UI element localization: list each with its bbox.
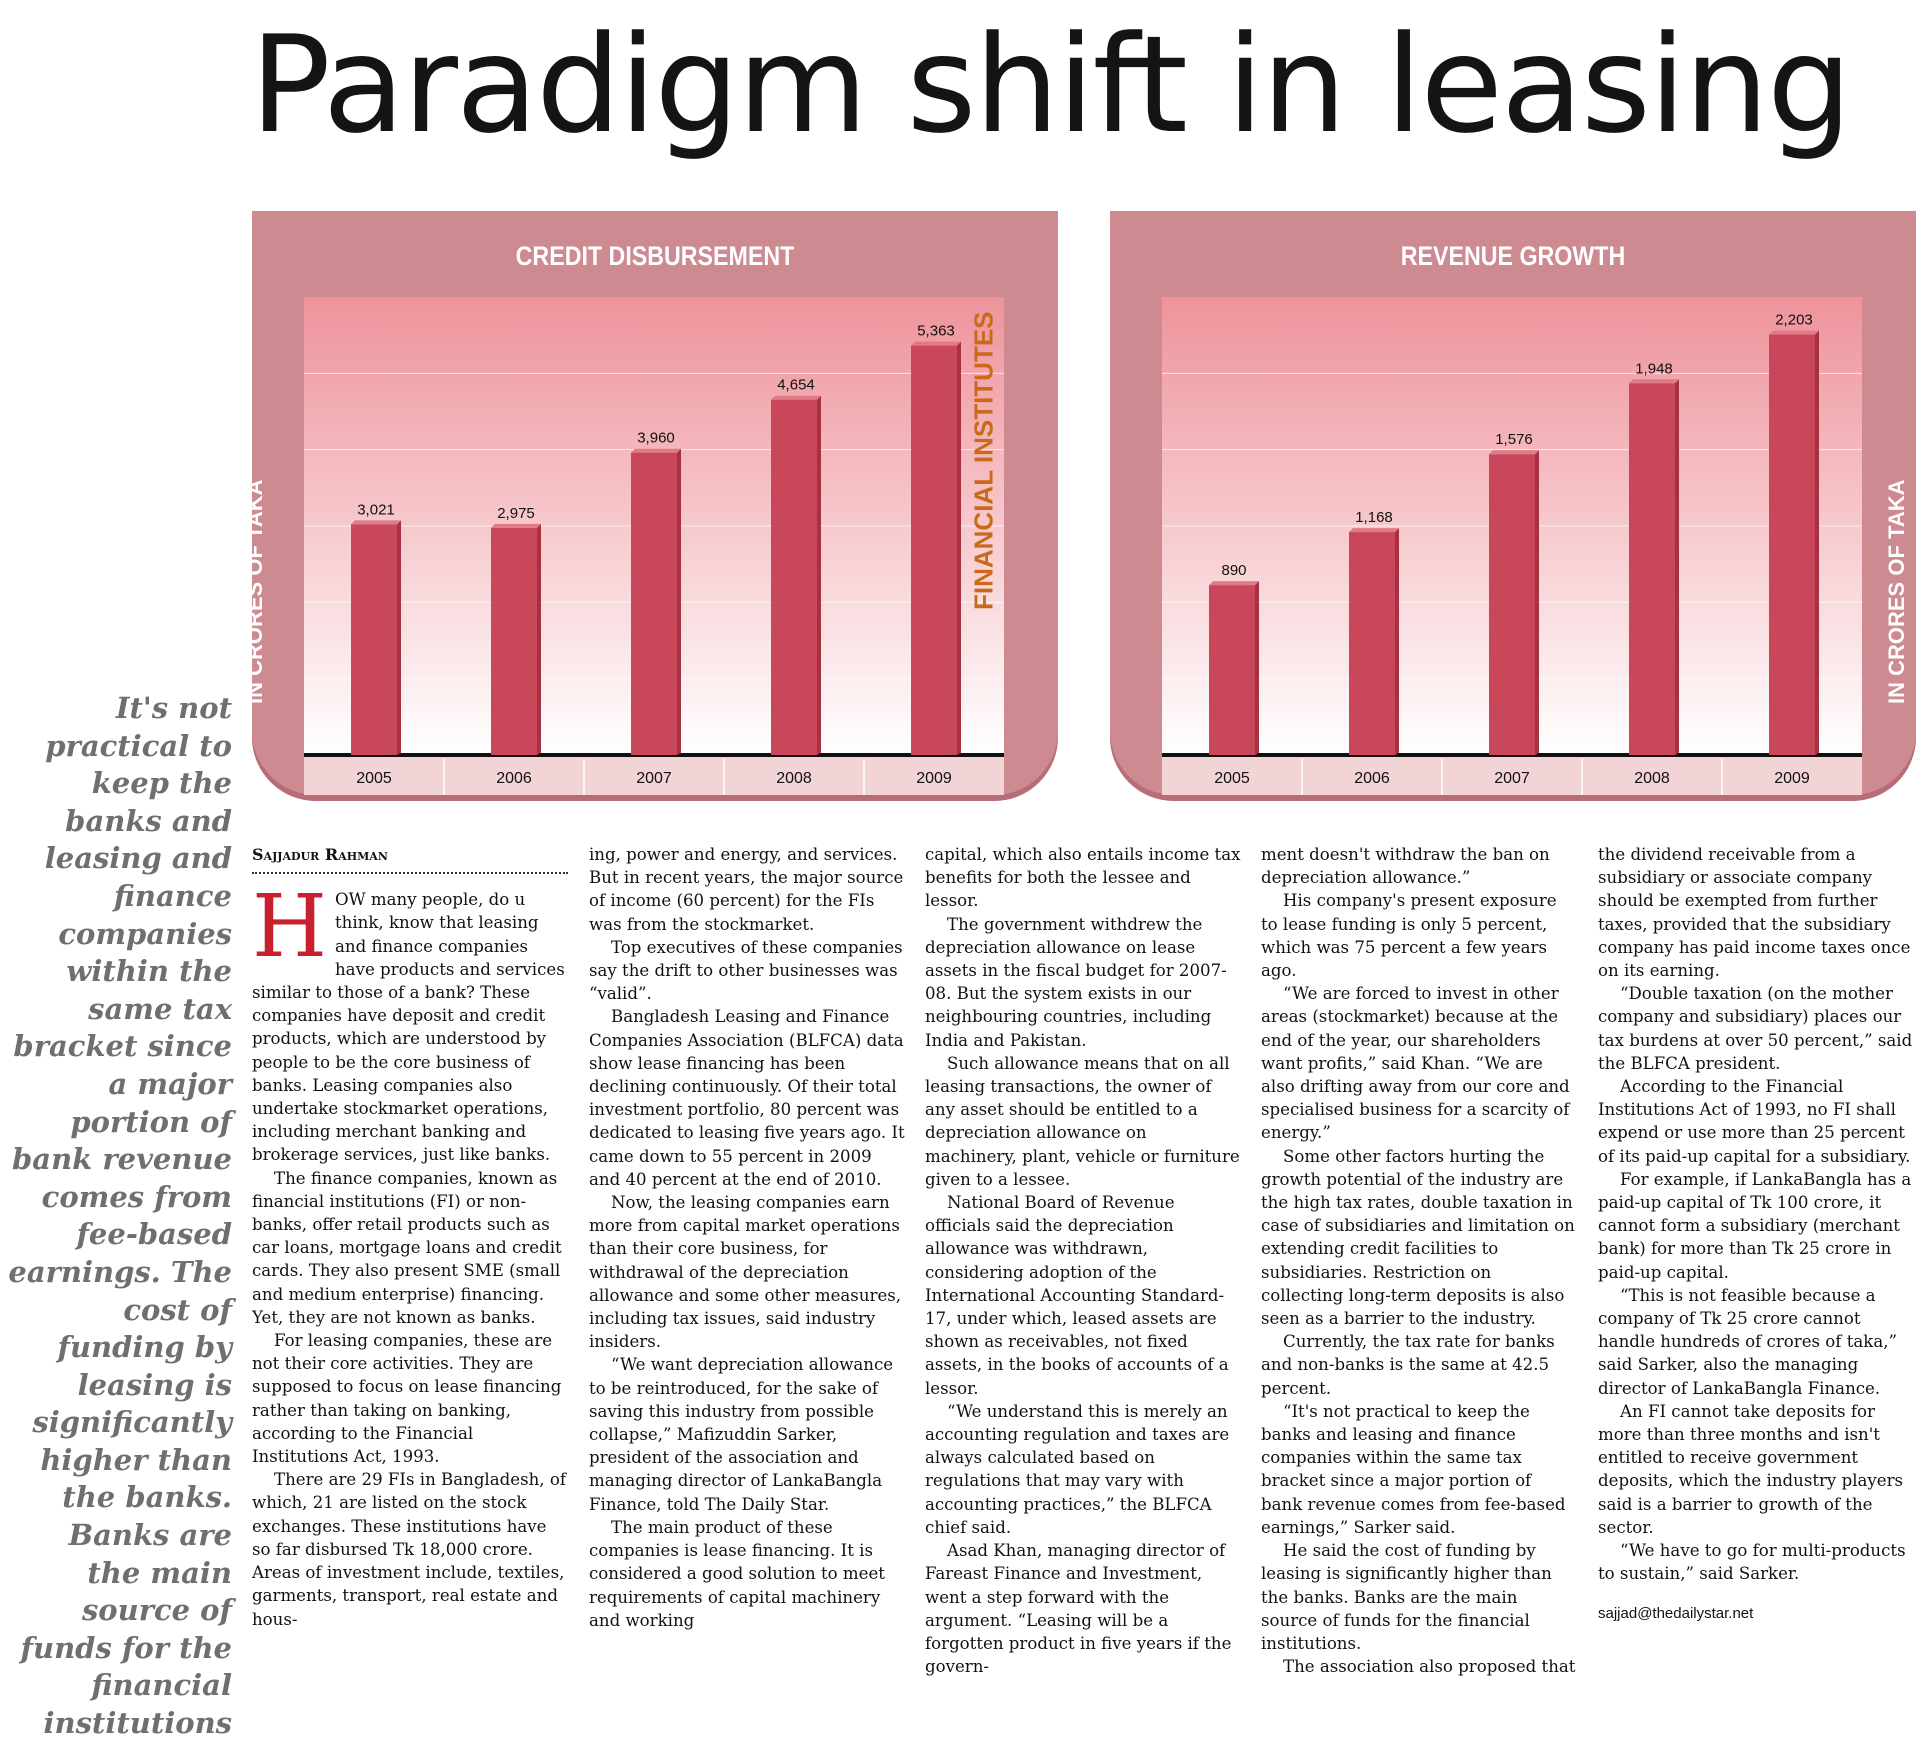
article-paragraph: capital, which also entails income tax b… xyxy=(925,845,1241,911)
article-paragraph: “We want depreciation allowance to be re… xyxy=(589,1355,894,1514)
bar-side xyxy=(957,341,961,755)
byline: Sajjadur Rahman xyxy=(252,843,568,875)
bar-side xyxy=(397,520,401,755)
article-paragraph: Such allowance means that on all leasing… xyxy=(925,1053,1240,1189)
bar xyxy=(351,524,397,755)
article-paragraph: ing, power and energy, and services. But… xyxy=(589,845,904,934)
article-paragraph: “This is not feasible because a company … xyxy=(1598,1285,1897,1398)
article-paragraph: The main product of these companies is l… xyxy=(589,1517,885,1630)
x-axis-strip xyxy=(304,755,1004,795)
bar-top xyxy=(491,523,541,528)
bar-top xyxy=(911,341,961,346)
bar xyxy=(631,452,677,755)
data-label: 1,576 xyxy=(1495,431,1533,448)
headline: Paradigm shift in leasing xyxy=(250,7,1852,163)
article-paragraph: The government withdrew the depreciation… xyxy=(925,914,1227,1050)
article-paragraph: “It's not practical to keep the banks an… xyxy=(1261,1401,1566,1537)
x-tick-label: 2009 xyxy=(916,770,952,787)
bar-top xyxy=(351,520,401,525)
data-label: 2,975 xyxy=(497,505,535,522)
article-paragraph: “We understand this is merely an account… xyxy=(925,1401,1230,1537)
article-paragraph: According to the Financial Institutions … xyxy=(1598,1077,1911,1166)
data-label: 1,168 xyxy=(1355,509,1393,526)
bar xyxy=(1489,454,1535,755)
bar xyxy=(491,527,537,755)
article-paragraph: Top executives of these companies say th… xyxy=(589,937,903,1004)
article-column-2: ing, power and energy, and services. But… xyxy=(589,843,905,1632)
x-tick-label: 2006 xyxy=(1354,770,1390,787)
pull-quote: It's not practical to keep the banks and… xyxy=(8,691,232,1741)
bar xyxy=(911,345,957,755)
bar-side xyxy=(1255,581,1259,755)
x-tick-label: 2009 xyxy=(1774,770,1810,787)
credit-disbursement-panel: CREDIT DISBURSEMENT IN CRORES OF TAKA 3,… xyxy=(242,211,1058,801)
bar-top xyxy=(1349,528,1399,533)
article-paragraph: He said the cost of funding by leasing i… xyxy=(1261,1541,1552,1653)
article-paragraph: National Board of Revenue officials said… xyxy=(925,1193,1229,1398)
data-label: 3,021 xyxy=(357,501,395,518)
article-paragraph: His company's present exposure to lease … xyxy=(1261,891,1557,981)
bar xyxy=(771,399,817,755)
bar xyxy=(1209,585,1255,755)
article-paragraph: Currently, the tax rate for banks and no… xyxy=(1261,1332,1555,1398)
article-paragraph: There are 29 FIs in Bangladesh, of which… xyxy=(252,1470,566,1629)
bar-top xyxy=(1209,581,1259,586)
data-label: 2,203 xyxy=(1775,312,1813,329)
bar-side xyxy=(1535,450,1539,755)
drop-cap: H xyxy=(252,877,327,978)
article-paragraph: The finance companies, known as financia… xyxy=(252,1168,562,1327)
bar xyxy=(1769,334,1815,755)
bar-top xyxy=(1629,379,1679,384)
article-column-4: ment doesn't withdraw the ban on depreci… xyxy=(1261,843,1577,1678)
credit-disbursement-chart: 3,021 2005 2,975 2006 3,960 2007 4,654 2008 5,36… xyxy=(304,297,1004,795)
x-tick-label: 2008 xyxy=(776,770,812,787)
financial-institutes-label: FINANCIAL INSTITUTES xyxy=(968,311,999,610)
chart-title: REVENUE GROWTH xyxy=(1400,241,1626,271)
article-paragraph: ment doesn't withdraw the ban on depreci… xyxy=(1261,845,1550,888)
bar-side xyxy=(537,523,541,755)
revenue-growth-panel: REVENUE GROWTH IN CRORES OF TAKA 890 2005… xyxy=(1110,211,1916,801)
x-tick-label: 2005 xyxy=(356,770,392,787)
bar-side xyxy=(817,395,821,755)
article-paragraph: For leasing companies, these are not the… xyxy=(252,1331,562,1467)
x-axis-strip xyxy=(1162,755,1862,795)
x-tick-label: 2007 xyxy=(1494,770,1530,787)
bar-top xyxy=(631,448,681,453)
x-tick-label: 2008 xyxy=(1634,770,1670,787)
article-paragraph: OW many people, do u think, know that le… xyxy=(252,890,565,1165)
x-tick-label: 2007 xyxy=(636,770,672,787)
bar-side xyxy=(1395,528,1399,755)
data-label: 1,948 xyxy=(1635,360,1673,377)
data-label: 3,960 xyxy=(637,430,675,447)
article-paragraph: The association also proposed that xyxy=(1283,1657,1576,1677)
bar-top xyxy=(1489,450,1539,455)
chart-title: CREDIT DISBURSEMENT xyxy=(515,241,795,271)
article-paragraph: Now, the leasing companies earn more fro… xyxy=(589,1193,902,1352)
x-tick-label: 2005 xyxy=(1214,770,1250,787)
data-label: 890 xyxy=(1221,562,1246,579)
data-label: 5,363 xyxy=(917,323,955,340)
x-tick-label: 2006 xyxy=(496,770,532,787)
bar-side xyxy=(677,448,681,755)
article-paragraph: “We have to go for multi-products to sus… xyxy=(1598,1541,1906,1584)
data-label: 4,654 xyxy=(777,377,815,394)
article-paragraph: “Double taxation (on the mother company … xyxy=(1598,984,1913,1073)
article-paragraph: Some other factors hurting the growth po… xyxy=(1261,1146,1575,1329)
bar-side xyxy=(1675,379,1679,755)
bar-top xyxy=(1769,330,1819,335)
article-paragraph: An FI cannot take deposits for more than… xyxy=(1598,1401,1904,1537)
bar xyxy=(1349,532,1395,755)
bar-side xyxy=(1815,330,1819,755)
author-email: sajjad@thedailystar.net xyxy=(1598,1604,1754,1622)
article-paragraph: For example, if LankaBangla has a paid-u… xyxy=(1598,1169,1912,1282)
article-paragraph: the dividend receivable from a subsidiar… xyxy=(1598,845,1911,981)
article-column-5: the dividend receivable from a subsidiar… xyxy=(1598,843,1914,1625)
article-column-1: Sajjadur Rahman H OW many people, do u t… xyxy=(252,843,568,1631)
bar-top xyxy=(771,395,821,400)
article-paragraph: “We are forced to invest in other areas … xyxy=(1261,984,1570,1143)
article-column-3: capital, which also entails income tax b… xyxy=(925,843,1241,1678)
bar xyxy=(1629,383,1675,755)
article-paragraph: Bangladesh Leasing and Finance Companies… xyxy=(589,1007,905,1189)
revenue-growth-chart: 890 2005 1,168 2006 1,576 2007 1,948 2008 2,203 2… xyxy=(1162,297,1862,795)
